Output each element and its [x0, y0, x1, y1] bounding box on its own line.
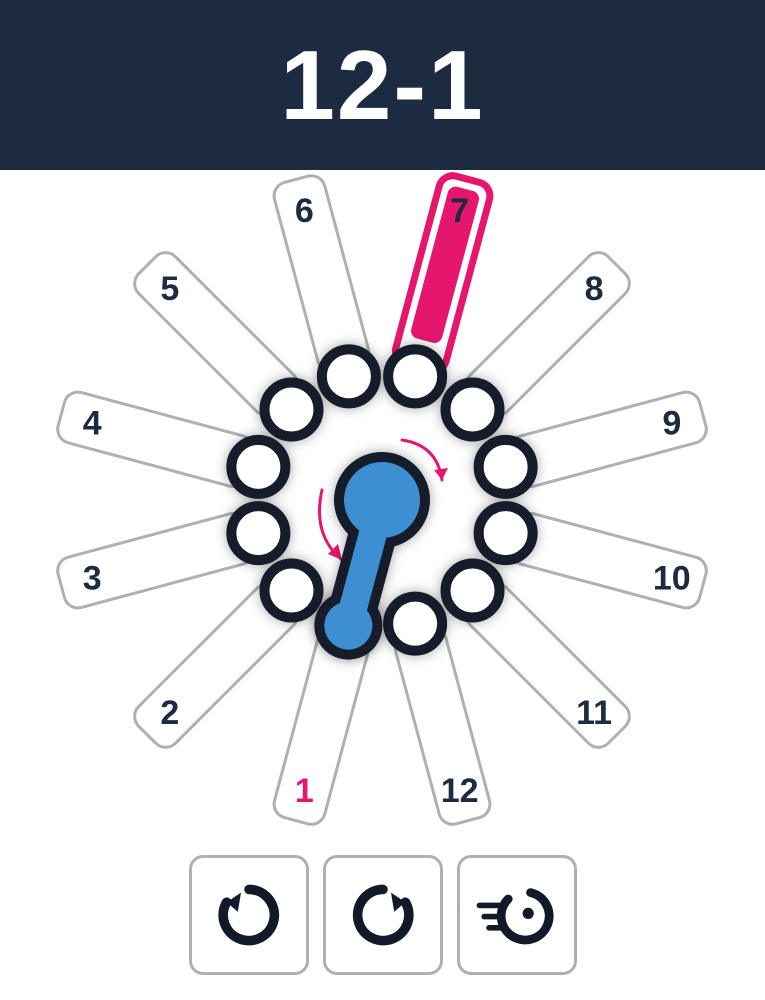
fast-spin-button[interactable] — [457, 855, 577, 975]
dot-9[interactable] — [479, 440, 533, 494]
page-title: 12-1 — [280, 29, 484, 142]
dot-6[interactable] — [322, 349, 376, 403]
dot-4[interactable] — [231, 440, 285, 494]
dial-svg: 123456789101112 — [0, 170, 765, 850]
label-5: 5 — [160, 270, 179, 308]
hint-arrow-up-head — [434, 468, 448, 480]
label-11: 11 — [576, 694, 612, 732]
rotate-cw-button[interactable] — [323, 855, 443, 975]
label-12: 12 — [441, 772, 479, 810]
rotate-ccw-button[interactable] — [189, 855, 309, 975]
dot-3[interactable] — [231, 506, 285, 560]
dial-area: 123456789101112 — [0, 170, 765, 850]
label-7: 7 — [450, 192, 469, 230]
dot-8[interactable] — [446, 382, 500, 436]
rotate-ccw-icon — [209, 875, 289, 955]
dot-2[interactable] — [264, 564, 318, 618]
label-6: 6 — [295, 192, 314, 230]
fast-spin-icon — [472, 875, 562, 955]
label-4: 4 — [83, 404, 102, 442]
rotate-cw-icon — [343, 875, 423, 955]
label-1: 1 — [295, 772, 314, 810]
controls-row — [0, 855, 765, 975]
label-2: 2 — [160, 694, 179, 732]
dot-10[interactable] — [479, 506, 533, 560]
label-8: 8 — [585, 270, 604, 308]
label-9: 9 — [662, 404, 681, 442]
label-10: 10 — [653, 560, 691, 598]
dot-7[interactable] — [388, 349, 442, 403]
dot-11[interactable] — [446, 564, 500, 618]
slot-12[interactable] — [271, 173, 372, 375]
dot-12[interactable] — [388, 597, 442, 651]
label-3: 3 — [83, 560, 102, 598]
dot-5[interactable] — [264, 382, 318, 436]
slot-1[interactable] — [392, 173, 493, 375]
header-bar: 12-1 — [0, 0, 765, 170]
